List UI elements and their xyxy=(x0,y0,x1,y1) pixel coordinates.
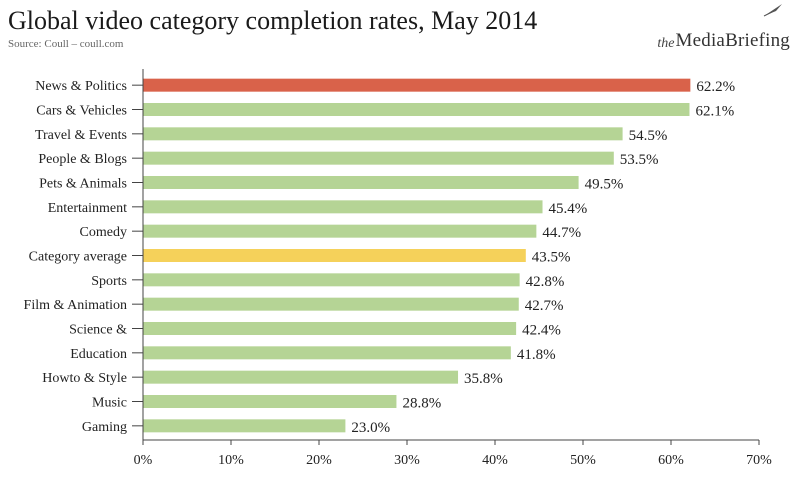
category-label-gaming: Gaming xyxy=(82,420,127,435)
value-label-people-and-blogs: 53.5% xyxy=(620,152,659,168)
value-label-film-and-animation: 42.7% xyxy=(525,298,564,314)
bar-music xyxy=(143,395,397,408)
category-label-comedy: Comedy xyxy=(80,225,127,240)
category-label-category-average: Category average xyxy=(29,250,127,265)
value-label-travel-and-events: 54.5% xyxy=(629,128,668,144)
bar-comedy xyxy=(143,224,537,238)
value-label-category-average: 43.5% xyxy=(532,250,571,266)
bar-travel-and-events xyxy=(143,127,623,141)
category-label-sports: Sports xyxy=(91,274,127,289)
category-label-music: Music xyxy=(92,396,127,411)
category-label-people-and-blogs: People & Blogs xyxy=(38,152,127,167)
x-tick-label: 10% xyxy=(218,453,244,468)
x-tick-label: 30% xyxy=(394,453,420,468)
category-label-entertainment: Entertainment xyxy=(48,201,127,216)
x-tick-label: 0% xyxy=(134,453,153,468)
category-label-news-and-politics: News & Politics xyxy=(35,79,127,94)
chart-title: Global video category completion rates, … xyxy=(8,6,538,35)
bar-news-and-politics xyxy=(143,78,691,92)
category-label-howto-and-style: Howto & Style xyxy=(42,371,127,386)
x-tick-label: 20% xyxy=(306,453,332,468)
chart-source: Source: Coull – coull.com xyxy=(8,38,124,50)
bar-category-average xyxy=(143,249,526,262)
value-label-howto-and-style: 35.8% xyxy=(464,371,503,387)
bar-pets-and-animals xyxy=(143,176,579,189)
category-label-education: Education xyxy=(70,347,127,362)
x-tick-label: 70% xyxy=(746,453,772,468)
value-label-entertainment: 45.4% xyxy=(549,201,588,217)
value-label-comedy: 44.7% xyxy=(542,225,581,241)
bar-sports xyxy=(143,273,520,287)
x-tick-label: 50% xyxy=(570,453,596,468)
category-label-travel-and-events: Travel & Events xyxy=(35,128,127,143)
x-tick-label: 40% xyxy=(482,453,508,468)
category-label-cars-and-vehicles: Cars & Vehicles xyxy=(36,104,127,119)
logo-prefix: the xyxy=(657,36,675,51)
bar-howto-and-style xyxy=(143,370,459,384)
media-briefing-logo: the MediaBriefing xyxy=(657,4,790,52)
bar-entertainment xyxy=(143,200,543,214)
value-label-sports: 42.8% xyxy=(526,274,565,290)
value-label-music: 28.8% xyxy=(402,396,441,412)
bar-film-and-animation xyxy=(143,297,519,311)
value-label-education: 41.8% xyxy=(517,347,556,363)
value-label-pets-and-animals: 49.5% xyxy=(585,177,624,193)
bar-science-and xyxy=(143,322,517,335)
bar-group: News & Politics 62.2% Cars & Vehicles 62.1%… xyxy=(24,78,735,436)
category-label-pets-and-animals: Pets & Animals xyxy=(39,177,127,192)
bar-cars-and-vehicles xyxy=(143,103,690,116)
value-label-cars-and-vehicles: 62.1% xyxy=(695,104,734,120)
quill-icon xyxy=(763,4,782,17)
value-label-science-and: 42.4% xyxy=(522,323,561,339)
category-label-science-and: Science & xyxy=(69,323,127,338)
x-tick-label: 60% xyxy=(658,453,684,468)
value-label-news-and-politics: 62.2% xyxy=(696,79,735,95)
bar-people-and-blogs xyxy=(143,151,614,165)
bar-gaming xyxy=(143,419,346,433)
value-label-gaming: 23.0% xyxy=(351,420,390,436)
category-label-film-and-animation: Film & Animation xyxy=(24,298,127,313)
x-axis: 0% 10% 20% 30% 40% 50% 60% 70% xyxy=(134,69,772,468)
logo-brand: MediaBriefing xyxy=(675,30,790,51)
bar-education xyxy=(143,346,511,360)
